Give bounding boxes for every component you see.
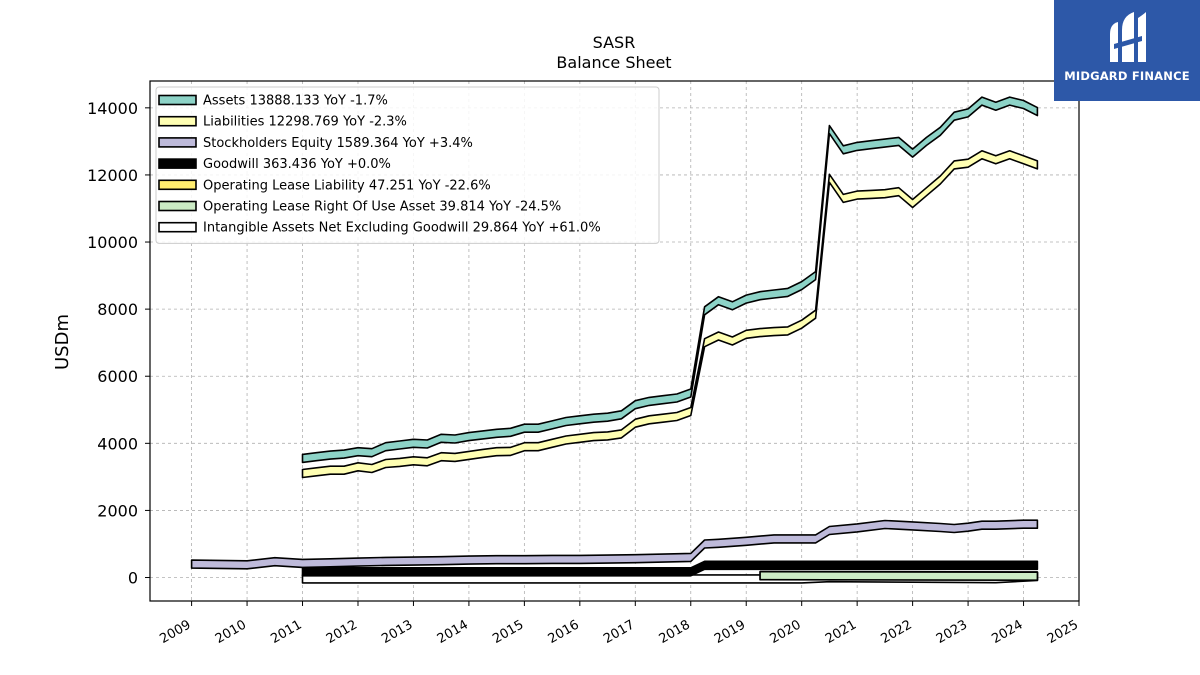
x-tick-label: 2016 xyxy=(546,617,582,647)
x-tick-label: 2014 xyxy=(435,617,471,647)
legend-swatch xyxy=(158,200,197,212)
legend-entry: Intangible Assets Net Excluding Goodwill… xyxy=(203,221,601,236)
x-tick-label: 2017 xyxy=(601,617,637,647)
x-tick-label: 2013 xyxy=(379,617,415,647)
legend-entry: Goodwill 363.436 YoY +0.0% xyxy=(203,157,391,172)
y-tick-label: 6000 xyxy=(97,367,138,386)
series-assets xyxy=(301,96,1039,464)
brand-logo: MIDGARD FINANCE xyxy=(1054,0,1200,101)
series-layer xyxy=(190,96,1039,584)
series-stockholders-equity xyxy=(190,519,1039,570)
y-tick-label: 8000 xyxy=(97,300,138,319)
x-tick-label: 2025 xyxy=(1045,617,1081,647)
plot-frame xyxy=(149,80,1080,602)
x-tick-label: 2012 xyxy=(324,617,360,647)
y-tick-label: 0 xyxy=(128,569,138,588)
y-tick-label: 12000 xyxy=(87,166,138,185)
x-tick-label: 2021 xyxy=(823,617,859,647)
legend-swatch xyxy=(158,221,197,233)
x-tick-label: 2018 xyxy=(657,617,693,647)
series-goodwill xyxy=(301,560,1039,577)
chart-title: SASR xyxy=(593,33,636,52)
legend-swatch xyxy=(158,179,197,191)
series-operating-lease-right-of-use-asset xyxy=(759,570,1039,581)
legend-swatch xyxy=(158,94,197,106)
legend-swatch xyxy=(158,137,197,148)
x-tick-label: 2011 xyxy=(268,617,304,647)
legend-entry: Assets 13888.133 YoY -1.7% xyxy=(203,94,388,109)
x-tick-label: 2019 xyxy=(712,617,748,647)
x-tick-label: 2024 xyxy=(989,617,1025,647)
x-tick-label: 2010 xyxy=(213,617,249,647)
y-axis-label: USDm xyxy=(52,314,73,370)
chart-subtitle: Balance Sheet xyxy=(556,53,671,72)
x-tick-label: 2009 xyxy=(157,617,193,647)
legend: Assets 13888.133 YoY -1.7% Liabilities 12… xyxy=(155,86,660,244)
legend-swatch xyxy=(158,115,197,127)
legend-entry: Stockholders Equity 1589.364 YoY +3.4% xyxy=(203,136,473,151)
y-tick-label: 14000 xyxy=(87,99,138,118)
x-tick-label: 2023 xyxy=(934,617,970,647)
legend-entry: Operating Lease Right Of Use Asset 39.81… xyxy=(203,200,561,215)
logo-icon xyxy=(1110,12,1146,62)
legend-swatch xyxy=(158,158,197,169)
legend-entry: Liabilities 12298.769 YoY -2.3% xyxy=(203,115,407,130)
x-tick-label: 2020 xyxy=(768,617,804,647)
y-tick-label: 10000 xyxy=(87,233,138,252)
legend-entry: Operating Lease Liability 47.251 YoY -22… xyxy=(203,178,491,193)
x-tick-label: 2022 xyxy=(878,617,914,647)
series-liabilities xyxy=(301,150,1039,479)
legend-box xyxy=(155,86,660,244)
x-tick-label: 2015 xyxy=(490,617,526,647)
y-tick-label: 4000 xyxy=(97,434,138,453)
brand-name: MIDGARD FINANCE xyxy=(1064,69,1190,83)
y-tick-label: 2000 xyxy=(97,501,138,520)
